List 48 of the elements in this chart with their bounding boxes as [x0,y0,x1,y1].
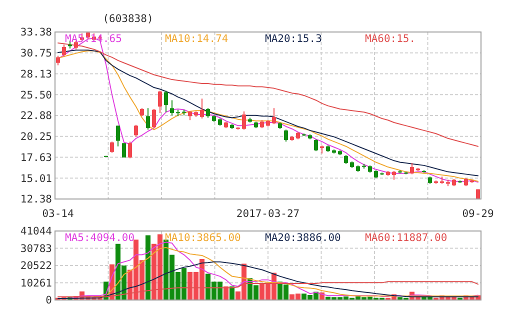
x-tick-label: 03-14 [42,208,74,220]
y-tick-label: 22.88 [20,110,52,122]
candlestick [152,108,156,129]
bar [146,235,150,300]
candlestick [242,110,246,130]
candlestick [272,108,276,125]
text: MA60:11887.00 [365,232,448,244]
series-label: MA10:3865.00 [165,232,241,244]
y-tick-label: 15.01 [20,172,52,185]
candlestick [164,90,168,113]
candlestick [410,162,414,175]
line-series [58,42,478,147]
x-tick-label: 2017-03-27 [236,208,300,220]
y-tick-label: 12.38 [20,194,52,206]
candlestick [170,100,174,116]
line-series [58,261,478,299]
y-tick-label: 20.25 [20,131,52,144]
candlestick [110,141,114,154]
x-tick-label: 09-29 [462,208,494,220]
candlestick [56,55,60,66]
line-series [94,247,478,297]
y-tick-label: 41044 [20,226,52,238]
candlestick [206,108,210,118]
y-tick-label: 30783 [20,242,52,255]
y-tick-label: 10261 [20,277,52,290]
y-tick-label: 0 [46,294,52,307]
y-tick-label: 33.38 [20,26,52,39]
candlestick [158,90,162,114]
y-tick-label: 25.50 [20,89,52,102]
candlestick [284,129,288,142]
line-series [58,281,478,298]
y-tick-label: 28.13 [20,68,52,80]
y-tick-label: 17.63 [20,152,52,164]
text: MA20:3886.00 [265,232,341,244]
series-label: MA5:4094.00 [65,232,135,244]
candlestick [116,125,120,147]
candlestick [146,108,150,130]
candlestick [200,98,204,120]
candlestick [314,138,318,152]
chart-title: (603838) [102,13,154,25]
y-tick-label: 20522 [20,260,52,272]
candlestick [128,141,132,159]
text: MA10:14.74 [165,33,228,45]
text: MA20:15.3 [265,33,322,45]
candlestick [62,44,66,57]
candlestick [134,124,138,138]
text: MA60:15. [365,33,416,45]
y-tick-label: 30.75 [20,48,52,60]
